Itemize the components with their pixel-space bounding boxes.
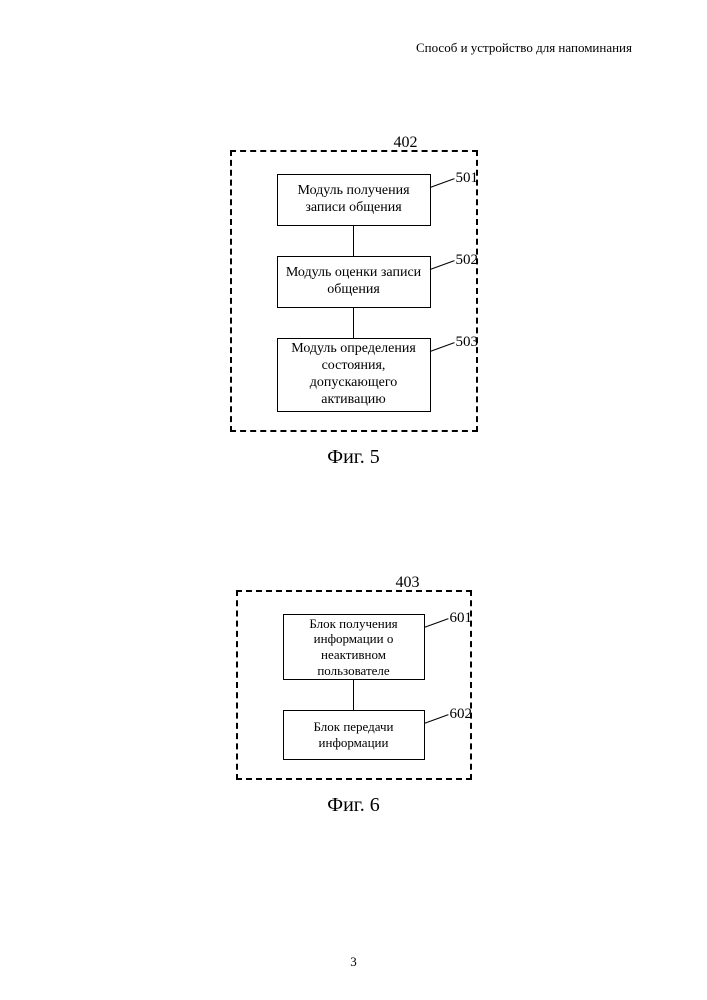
callout-601: 601 [450,609,473,627]
figure-6: 403 Блок получения информации о неактивн… [0,590,707,817]
figure-6-container: 403 Блок получения информации о неактивн… [236,590,472,780]
node-601: Блок получения информации о неактивном п… [283,614,425,680]
node-602: Блок передачи информации 602 [283,710,425,760]
page-header: Способ и устройство для напоминания [416,40,632,56]
node-501: Модуль получения записи общения 501 [277,174,431,226]
node-503-text: Модуль определения состояния, допускающе… [286,341,422,408]
figure-5-container-label: 402 [394,134,418,152]
callout-line-601 [423,618,448,628]
node-601-text: Блок получения информации о неактивном п… [292,616,416,678]
node-503: Модуль определения состояния, допускающе… [277,338,431,412]
node-502: Модуль оценки записи общения 502 [277,256,431,308]
figure-5-caption: Фиг. 5 [327,446,379,469]
figure-5-container: 402 Модуль получения записи общения 501 … [230,150,478,432]
figure-5: 402 Модуль получения записи общения 501 … [0,150,707,469]
callout-502: 502 [456,251,479,269]
node-501-text: Модуль получения записи общения [286,183,422,217]
callout-line-602 [423,714,448,724]
connector-601-602 [353,680,355,710]
node-502-text: Модуль оценки записи общения [286,265,422,299]
figure-6-container-label: 403 [396,574,420,592]
connector-501-502 [353,226,355,256]
callout-line-501 [429,178,454,188]
callout-line-502 [429,260,454,270]
connector-502-503 [353,308,355,338]
figure-6-caption: Фиг. 6 [327,794,379,817]
callout-602: 602 [450,705,473,723]
callout-503: 503 [456,333,479,351]
callout-line-503 [429,342,454,352]
node-602-text: Блок передачи информации [292,719,416,750]
callout-501: 501 [456,169,479,187]
page-number: 3 [0,954,707,970]
